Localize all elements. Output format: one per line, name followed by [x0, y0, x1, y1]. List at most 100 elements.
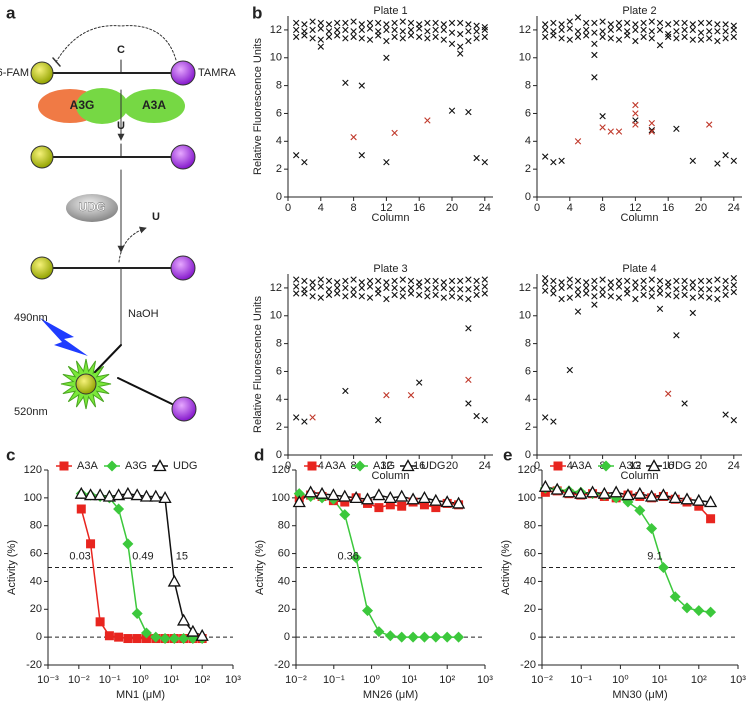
tamra-dye	[171, 396, 197, 422]
data-point	[722, 411, 729, 418]
data-point	[648, 18, 655, 25]
x-tick-label: 24	[479, 460, 491, 472]
emission-label: 520nm	[14, 406, 48, 418]
data-point	[665, 33, 672, 41]
y-tick-label: 20	[30, 603, 42, 615]
data-point	[317, 36, 324, 43]
data-point	[714, 28, 721, 35]
data-point	[673, 286, 680, 293]
data-point	[481, 23, 488, 31]
data-point	[440, 36, 447, 43]
data-point	[340, 497, 350, 507]
data-point	[591, 19, 598, 27]
y-tick-label: 0	[36, 631, 42, 643]
data-point	[656, 290, 664, 297]
data-point	[648, 276, 655, 283]
data-point	[473, 277, 480, 285]
data-point	[558, 284, 565, 292]
data-point	[448, 29, 456, 36]
data-point	[342, 79, 349, 87]
data-point	[334, 19, 341, 27]
y-axis-label: Relative Fluorescence Units	[252, 296, 264, 433]
data-point	[399, 18, 406, 25]
data-point	[697, 36, 705, 43]
data-point	[391, 284, 398, 292]
data-point	[130, 488, 144, 501]
x-tick-label: 4	[567, 460, 573, 472]
data-point	[574, 308, 582, 315]
data-point	[615, 19, 623, 27]
y-tick-label: 100	[24, 492, 42, 504]
legend-label: A3G	[125, 460, 147, 472]
data-point	[665, 291, 672, 299]
data-point	[656, 305, 664, 312]
data-point	[585, 485, 600, 498]
data-point	[293, 283, 300, 290]
data-point	[640, 291, 647, 299]
data-point	[597, 486, 611, 499]
y-tick-label: 20	[278, 603, 290, 615]
data-point	[481, 26, 488, 34]
data-point	[681, 277, 688, 285]
data-point	[714, 276, 721, 283]
data-point	[122, 538, 134, 550]
data-point	[615, 36, 623, 43]
y-tick-label: 4	[276, 393, 282, 405]
y-tick-label: 2	[276, 421, 282, 433]
data-point	[665, 21, 672, 28]
data-point	[339, 509, 351, 521]
data-point	[689, 157, 696, 164]
data-point	[558, 157, 565, 164]
data-point	[681, 26, 688, 34]
tamra-dye	[170, 255, 196, 281]
data-point	[697, 277, 705, 285]
data-point	[349, 491, 363, 504]
data-point	[383, 21, 390, 28]
data-point	[383, 54, 390, 61]
legend-marker	[307, 461, 317, 471]
data-point	[293, 290, 300, 297]
x-tick-label: 10⁻¹	[323, 674, 345, 686]
data-point	[168, 633, 180, 645]
data-point	[706, 294, 713, 301]
legend-label: UDG	[173, 460, 197, 472]
data-point	[366, 36, 374, 43]
legend-marker	[401, 459, 415, 472]
a3g-label: A3G	[70, 98, 95, 112]
legend-label: A3G	[373, 460, 395, 472]
x-tick-label: 10⁻²	[531, 674, 553, 686]
panel-label: b	[252, 3, 262, 22]
data-point	[334, 290, 341, 297]
x-tick-label: 24	[728, 202, 740, 214]
data-point	[293, 26, 300, 34]
y-axis-label: Relative Fluorescence Units	[252, 38, 264, 175]
data-point	[704, 495, 718, 508]
data-point	[167, 574, 181, 587]
data-point	[574, 33, 582, 41]
y-tick-label: 4	[276, 135, 282, 147]
a3g-enzyme	[76, 88, 128, 124]
data-point	[632, 121, 639, 128]
y-axis-label: Activity (%)	[6, 540, 18, 595]
data-point	[416, 291, 423, 299]
data-point	[550, 19, 557, 27]
y-tick-label: 10	[270, 52, 282, 64]
data-point	[648, 286, 655, 293]
data-point	[465, 325, 472, 332]
data-point	[86, 539, 96, 549]
data-point	[722, 291, 729, 299]
data-point	[416, 33, 423, 41]
data-point	[706, 286, 713, 293]
data-point	[689, 36, 696, 43]
data-point	[640, 26, 647, 34]
data-point	[648, 126, 655, 134]
y-tick-label: 6	[276, 107, 282, 119]
udg-label: UDG	[79, 200, 106, 214]
data-point	[615, 25, 623, 32]
data-point	[574, 291, 582, 299]
panel-label: d	[254, 445, 264, 464]
data-point	[139, 489, 154, 502]
data-point	[309, 279, 316, 286]
